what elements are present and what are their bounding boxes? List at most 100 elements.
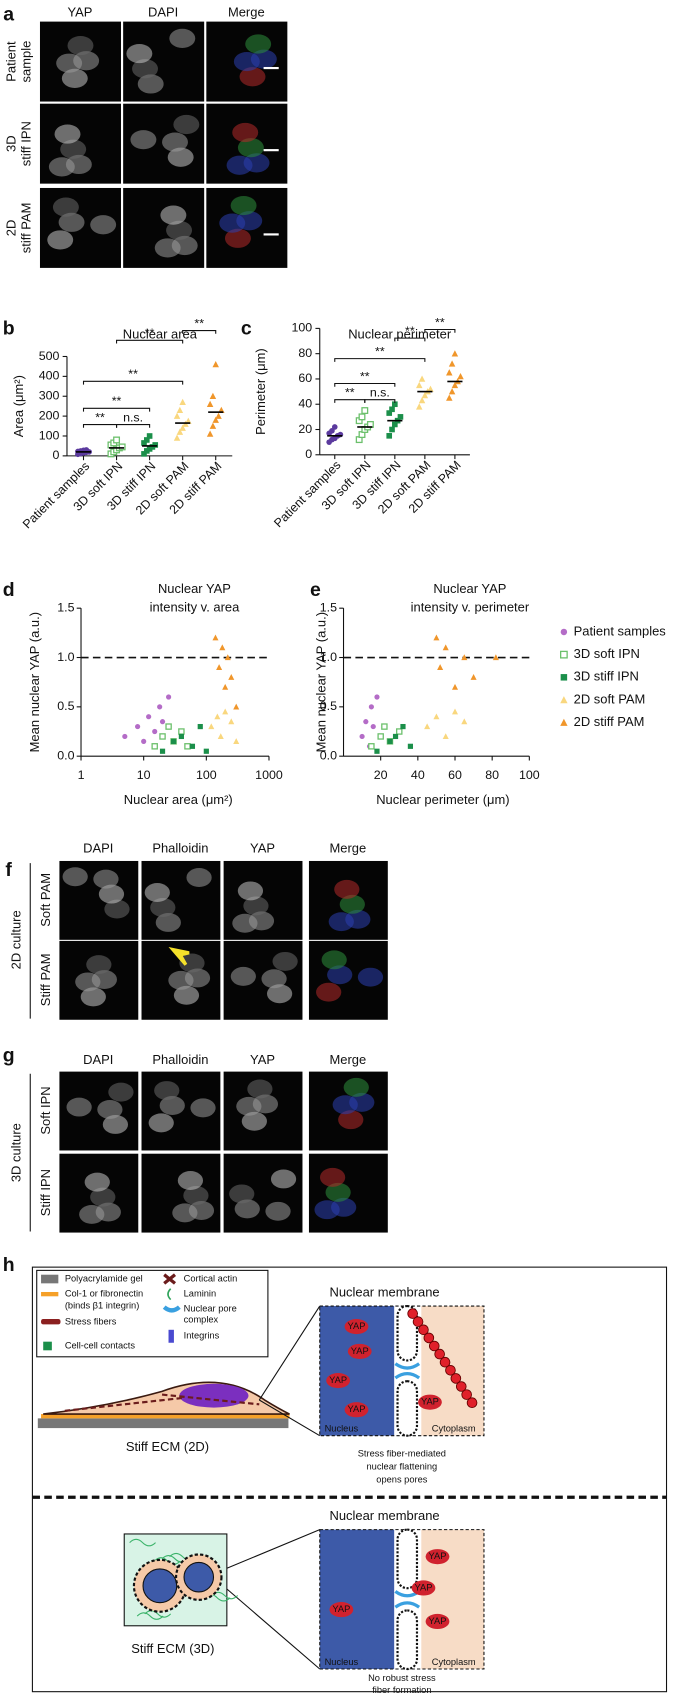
data-point [407, 743, 414, 749]
micrograph-feature [243, 896, 269, 916]
yap-protein [425, 1549, 450, 1565]
micrograph-feature [357, 967, 384, 987]
yap-label: YAP [429, 1551, 447, 1561]
column-header: Phalloidin [152, 1052, 208, 1067]
micrograph-feature [186, 868, 212, 887]
y-tick-label: 20 [298, 422, 312, 436]
y-tick-label: 40 [298, 397, 312, 411]
data-point [457, 372, 464, 380]
data-point [389, 406, 395, 413]
significance-label: n.s. [370, 385, 390, 399]
data-point [141, 738, 147, 744]
micrograph-feature [155, 913, 181, 932]
micrograph-feature [154, 1081, 180, 1101]
actin-bead [412, 1316, 424, 1327]
chart-title: intensity v. area [150, 600, 241, 615]
legend-marker [560, 650, 568, 659]
x-tick-label: 80 [485, 768, 499, 782]
x-tick-label: 1 [78, 768, 85, 782]
significance-label: ** [435, 315, 445, 329]
micrograph-feature [239, 67, 266, 87]
micrograph-feature [226, 155, 253, 175]
micrograph-feature [236, 1096, 262, 1116]
micrograph-feature [86, 955, 112, 975]
data-point [118, 443, 126, 451]
yap-label: YAP [348, 1404, 366, 1414]
row-label: 3D [3, 135, 18, 152]
micrograph-feature [80, 987, 106, 1007]
micrograph-feature [319, 1167, 346, 1187]
micrograph-feature [327, 965, 353, 985]
laminin [154, 1557, 181, 1565]
actin-bead [423, 1332, 435, 1344]
data-point [400, 723, 406, 730]
chart-title: intensity v. perimeter [411, 600, 530, 615]
micrograph-feature [328, 912, 354, 932]
y-tick-label: 1.0 [57, 650, 74, 664]
chart-title: Nuclear YAP [433, 581, 506, 596]
significance-bracket [334, 358, 426, 362]
micrograph-feature [66, 1097, 92, 1117]
micrograph-feature [316, 982, 342, 1002]
row-label: Stiff IPN [38, 1169, 53, 1216]
caption: Stiff ECM (3D) [131, 1641, 214, 1656]
micrograph-feature [334, 879, 360, 899]
significance-bracket [334, 399, 366, 403]
yap-label: YAP [351, 1346, 369, 1356]
data-point [159, 748, 166, 754]
legend-icon [41, 1291, 59, 1297]
yap-label: YAP [429, 1616, 447, 1626]
data-point [176, 428, 184, 435]
micrograph-feature [144, 883, 170, 902]
nuclear-envelope [396, 1609, 419, 1671]
legend-label: Nuclear pore [184, 1304, 237, 1314]
panel-label: c [241, 318, 252, 340]
data-point [146, 433, 153, 439]
data-point [189, 743, 196, 749]
micrograph-feature [108, 1082, 134, 1102]
data-point [173, 412, 181, 419]
legend-label: Patient samples [574, 623, 667, 638]
data-point [446, 394, 453, 401]
legend-label: Stress fibers [65, 1317, 117, 1327]
micrograph-feature [321, 950, 347, 970]
y-tick-label: 200 [39, 408, 60, 422]
y-axis-label: Area (μm²) [11, 375, 26, 437]
data-point [217, 733, 224, 740]
legend-icon [43, 1341, 52, 1351]
micrograph-feature [237, 881, 264, 901]
data-point [437, 664, 444, 670]
y-tick-label: 100 [39, 428, 60, 442]
data-point [222, 708, 229, 715]
column-header: DAPI [83, 841, 113, 856]
significance-bracket [116, 339, 184, 344]
significance-label: n.s. [123, 410, 143, 424]
data-point [433, 634, 440, 641]
significance-label: ** [145, 326, 155, 340]
y-axis-label: Mean nuclear YAP (a.u.) [313, 612, 328, 752]
zoom-lines [258, 1305, 321, 1437]
group-label: 2D culture [9, 910, 24, 969]
legend-icon [41, 1318, 61, 1325]
significance-bracket [394, 337, 426, 342]
y-tick-label: 0 [53, 448, 60, 462]
actin-bead [439, 1356, 451, 1368]
micrograph-feature [102, 1114, 129, 1134]
micrograph-feature [265, 1201, 291, 1221]
yap-label: YAP [332, 1604, 350, 1614]
data-point [396, 728, 403, 735]
legend-label: Polyacrylamide gel [65, 1273, 143, 1283]
region-label: Nucleus [325, 1424, 359, 1434]
data-point [389, 426, 395, 433]
micrograph-feature [172, 1203, 198, 1223]
yap-protein [411, 1580, 436, 1596]
micrograph-feature [332, 1095, 358, 1115]
micrograph-feature [160, 205, 187, 225]
micrograph-feature [245, 34, 272, 54]
micrograph-feature [241, 1111, 267, 1131]
yap-protein [329, 1602, 354, 1618]
row-label: Soft IPN [38, 1086, 53, 1134]
micrograph-feature [137, 74, 164, 94]
micrograph-feature [339, 894, 365, 914]
data-point [228, 718, 235, 725]
